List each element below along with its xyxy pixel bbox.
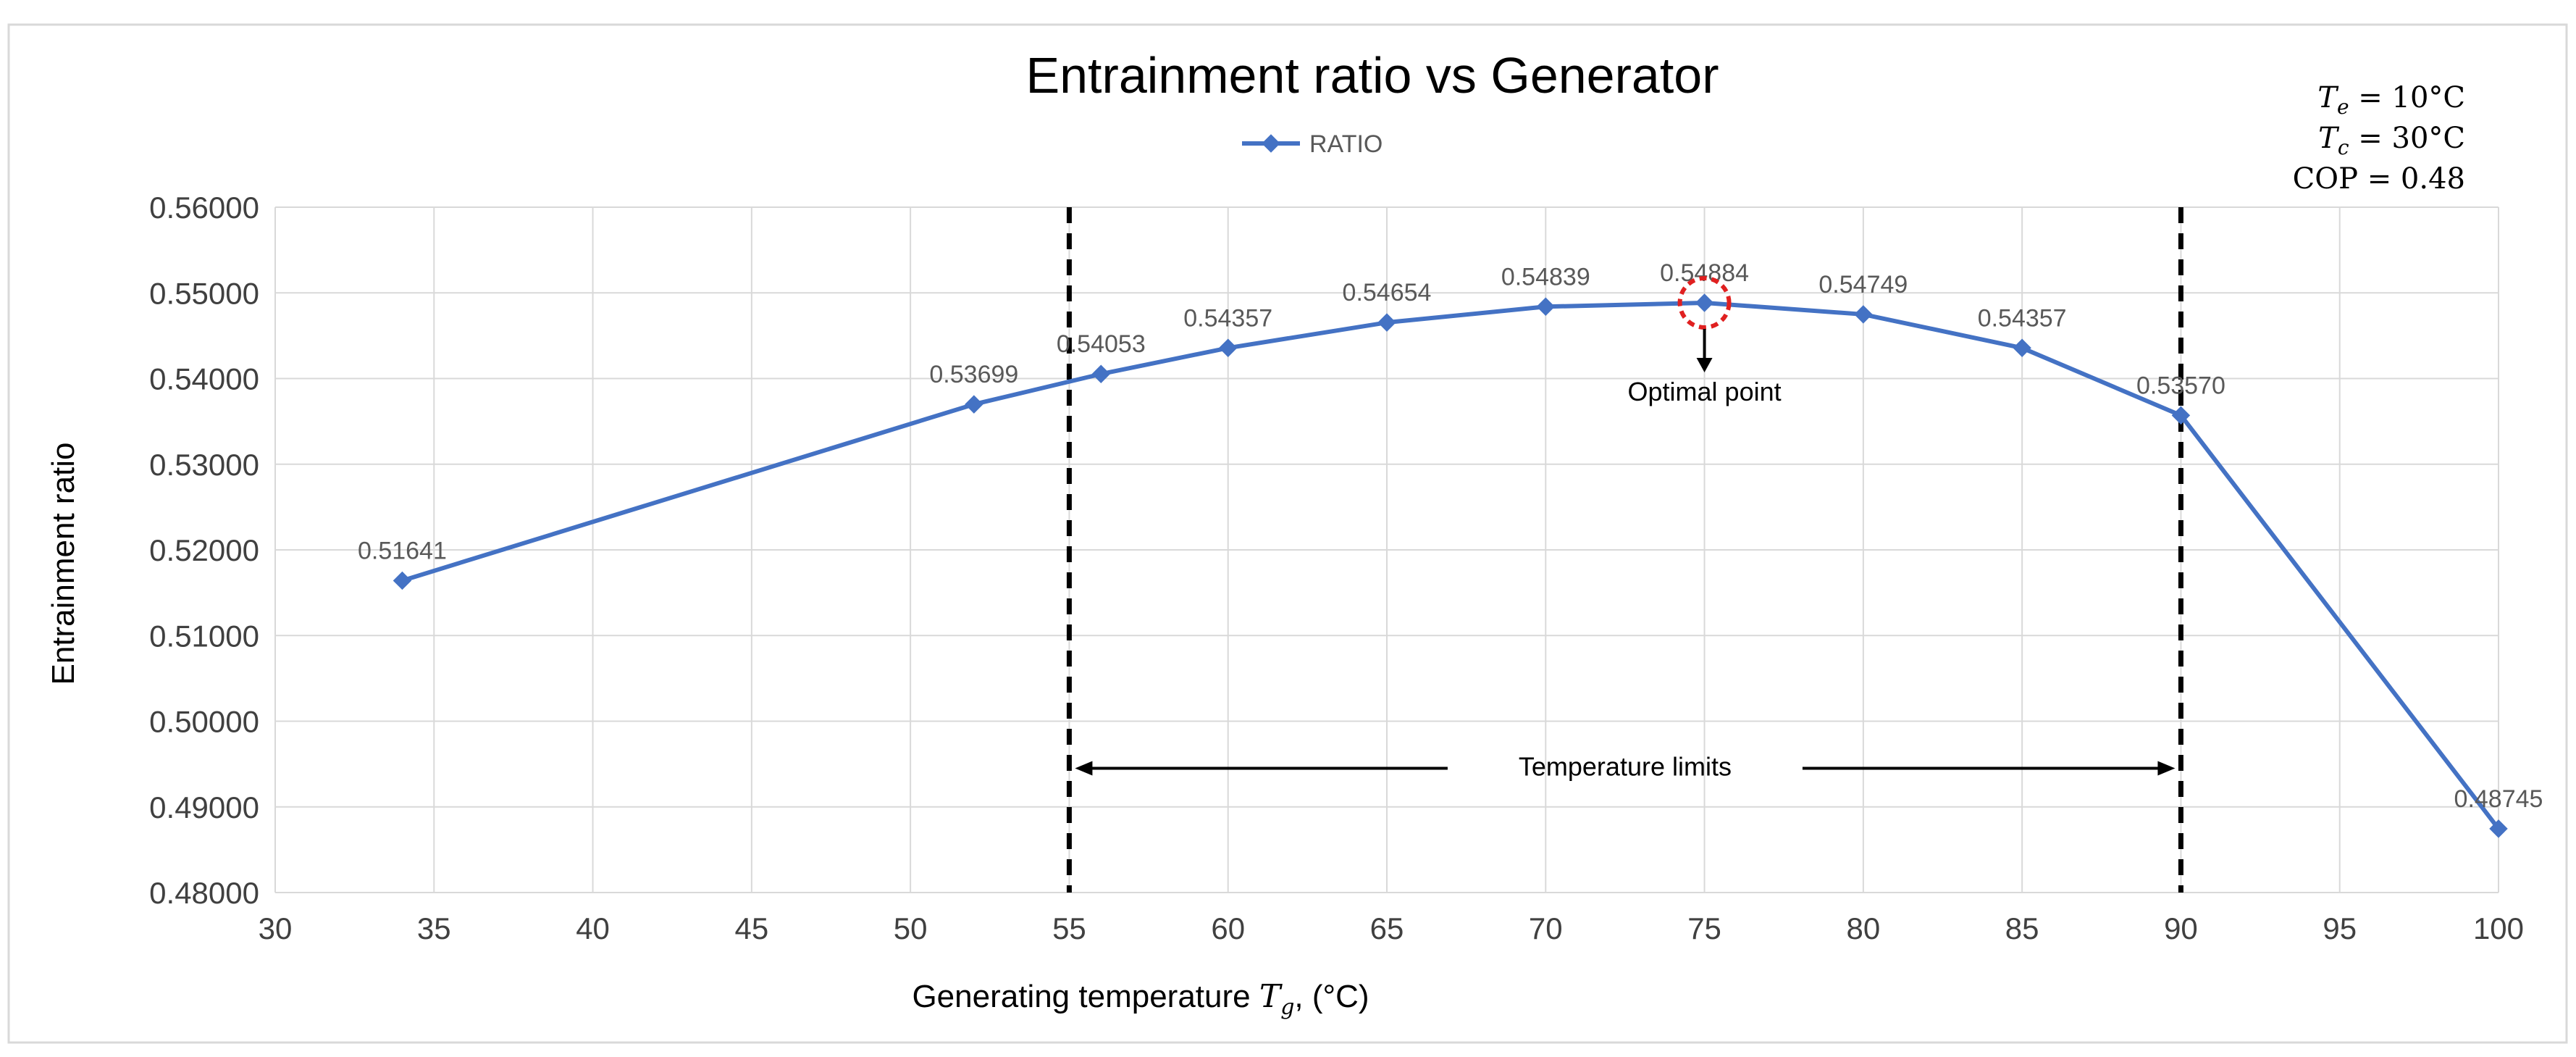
y-tick-label: 0.54000	[149, 362, 259, 396]
x-tick-label: 75	[1687, 911, 1721, 945]
data-label: 0.48745	[2454, 785, 2543, 813]
x-axis-unit: , (°C)	[1294, 979, 1369, 1014]
y-tick-label: 0.50000	[149, 705, 259, 739]
data-label: 0.53570	[2136, 372, 2225, 399]
legend-label: RATIO	[1309, 130, 1383, 158]
condition-value: = 10°C	[2349, 81, 2465, 114]
x-tick-label: 30	[259, 911, 293, 945]
x-tick-label: 70	[1529, 911, 1563, 945]
data-label: 0.54654	[1343, 279, 1432, 306]
x-axis-label-text: Generating temperature	[912, 979, 1250, 1014]
condition-sub: c	[2338, 135, 2349, 159]
chart-title: Entrainment ratio vs Generator	[1025, 47, 1719, 104]
x-tick-label: 55	[1052, 911, 1086, 945]
x-axis-symbol: T	[1259, 978, 1283, 1015]
condition-1: Tc = 30°C	[2318, 122, 2465, 159]
condition-0: Te = 10°C	[2317, 81, 2465, 119]
x-tick-labels: 30 35 40 45 50 55 60 65 70 75 80 85 90 95 100	[259, 911, 2524, 945]
range-arrowhead-left	[1075, 761, 1093, 776]
range-arrowhead-right	[2157, 761, 2176, 776]
x-tick-label: 90	[2164, 911, 2198, 945]
x-tick-label: 100	[2473, 911, 2524, 945]
x-tick-label: 40	[576, 911, 610, 945]
svg-text:Generating temperature Tg, (°C: Generating temperature Tg, (°C)	[912, 978, 1369, 1020]
y-tick-label: 0.48000	[149, 876, 259, 910]
x-tick-label: 85	[2005, 911, 2039, 945]
data-label: 0.54053	[1057, 330, 1146, 358]
data-label: 0.54357	[1978, 304, 2067, 332]
optimal-point-marker	[1677, 275, 1732, 330]
condition-value: = 30°C	[2349, 122, 2465, 155]
x-axis-symbol-sub: g	[1280, 995, 1294, 1020]
y-tick-labels: 0.48000 0.49000 0.50000 0.51000 0.52000 0.530…	[149, 191, 259, 910]
y-tick-label: 0.49000	[149, 790, 259, 824]
chart-border	[7, 23, 2568, 1044]
y-tick-label: 0.52000	[149, 533, 259, 567]
x-tick-label: 65	[1370, 911, 1404, 945]
annotations: Optimal point Temperature limits	[1075, 275, 2176, 782]
y-axis-label: Entrainment ratio	[46, 442, 81, 685]
x-tick-label: 60	[1211, 911, 1245, 945]
range-label: Temperature limits	[1519, 752, 1732, 782]
x-tick-label: 35	[417, 911, 451, 945]
x-tick-label: 95	[2323, 911, 2357, 945]
condition-sub: e	[2337, 95, 2349, 119]
data-point	[1091, 364, 1111, 383]
data-label: 0.53699	[929, 361, 1018, 388]
condition-value: COP = 0.48	[2293, 162, 2465, 196]
data-label: 0.54884	[1660, 259, 1749, 287]
y-tick-label: 0.51000	[149, 619, 259, 653]
y-tick-label: 0.53000	[149, 448, 259, 482]
data-label: 0.54749	[1818, 271, 1908, 298]
x-tick-label: 45	[734, 911, 768, 945]
y-tick-label: 0.55000	[149, 276, 259, 310]
optimal-point-label: Optimal point	[1628, 377, 1782, 406]
condition-symbol: T	[2317, 81, 2339, 114]
temperature-limit-lines	[1066, 207, 2183, 893]
x-tick-label: 50	[894, 911, 928, 945]
condition-2: COP = 0.48	[2293, 162, 2465, 196]
x-tick-label: 80	[1846, 911, 1880, 945]
condition-symbol: T	[2318, 122, 2340, 155]
x-axis-label: Generating temperature Tg, (°C)	[912, 978, 1369, 1020]
data-point	[393, 571, 412, 590]
y-tick-label: 0.56000	[149, 191, 259, 225]
optimal-point-arrowhead	[1696, 357, 1713, 372]
data-label: 0.54357	[1183, 304, 1272, 332]
data-label: 0.54839	[1501, 263, 1590, 291]
data-label: 0.51641	[358, 537, 447, 564]
